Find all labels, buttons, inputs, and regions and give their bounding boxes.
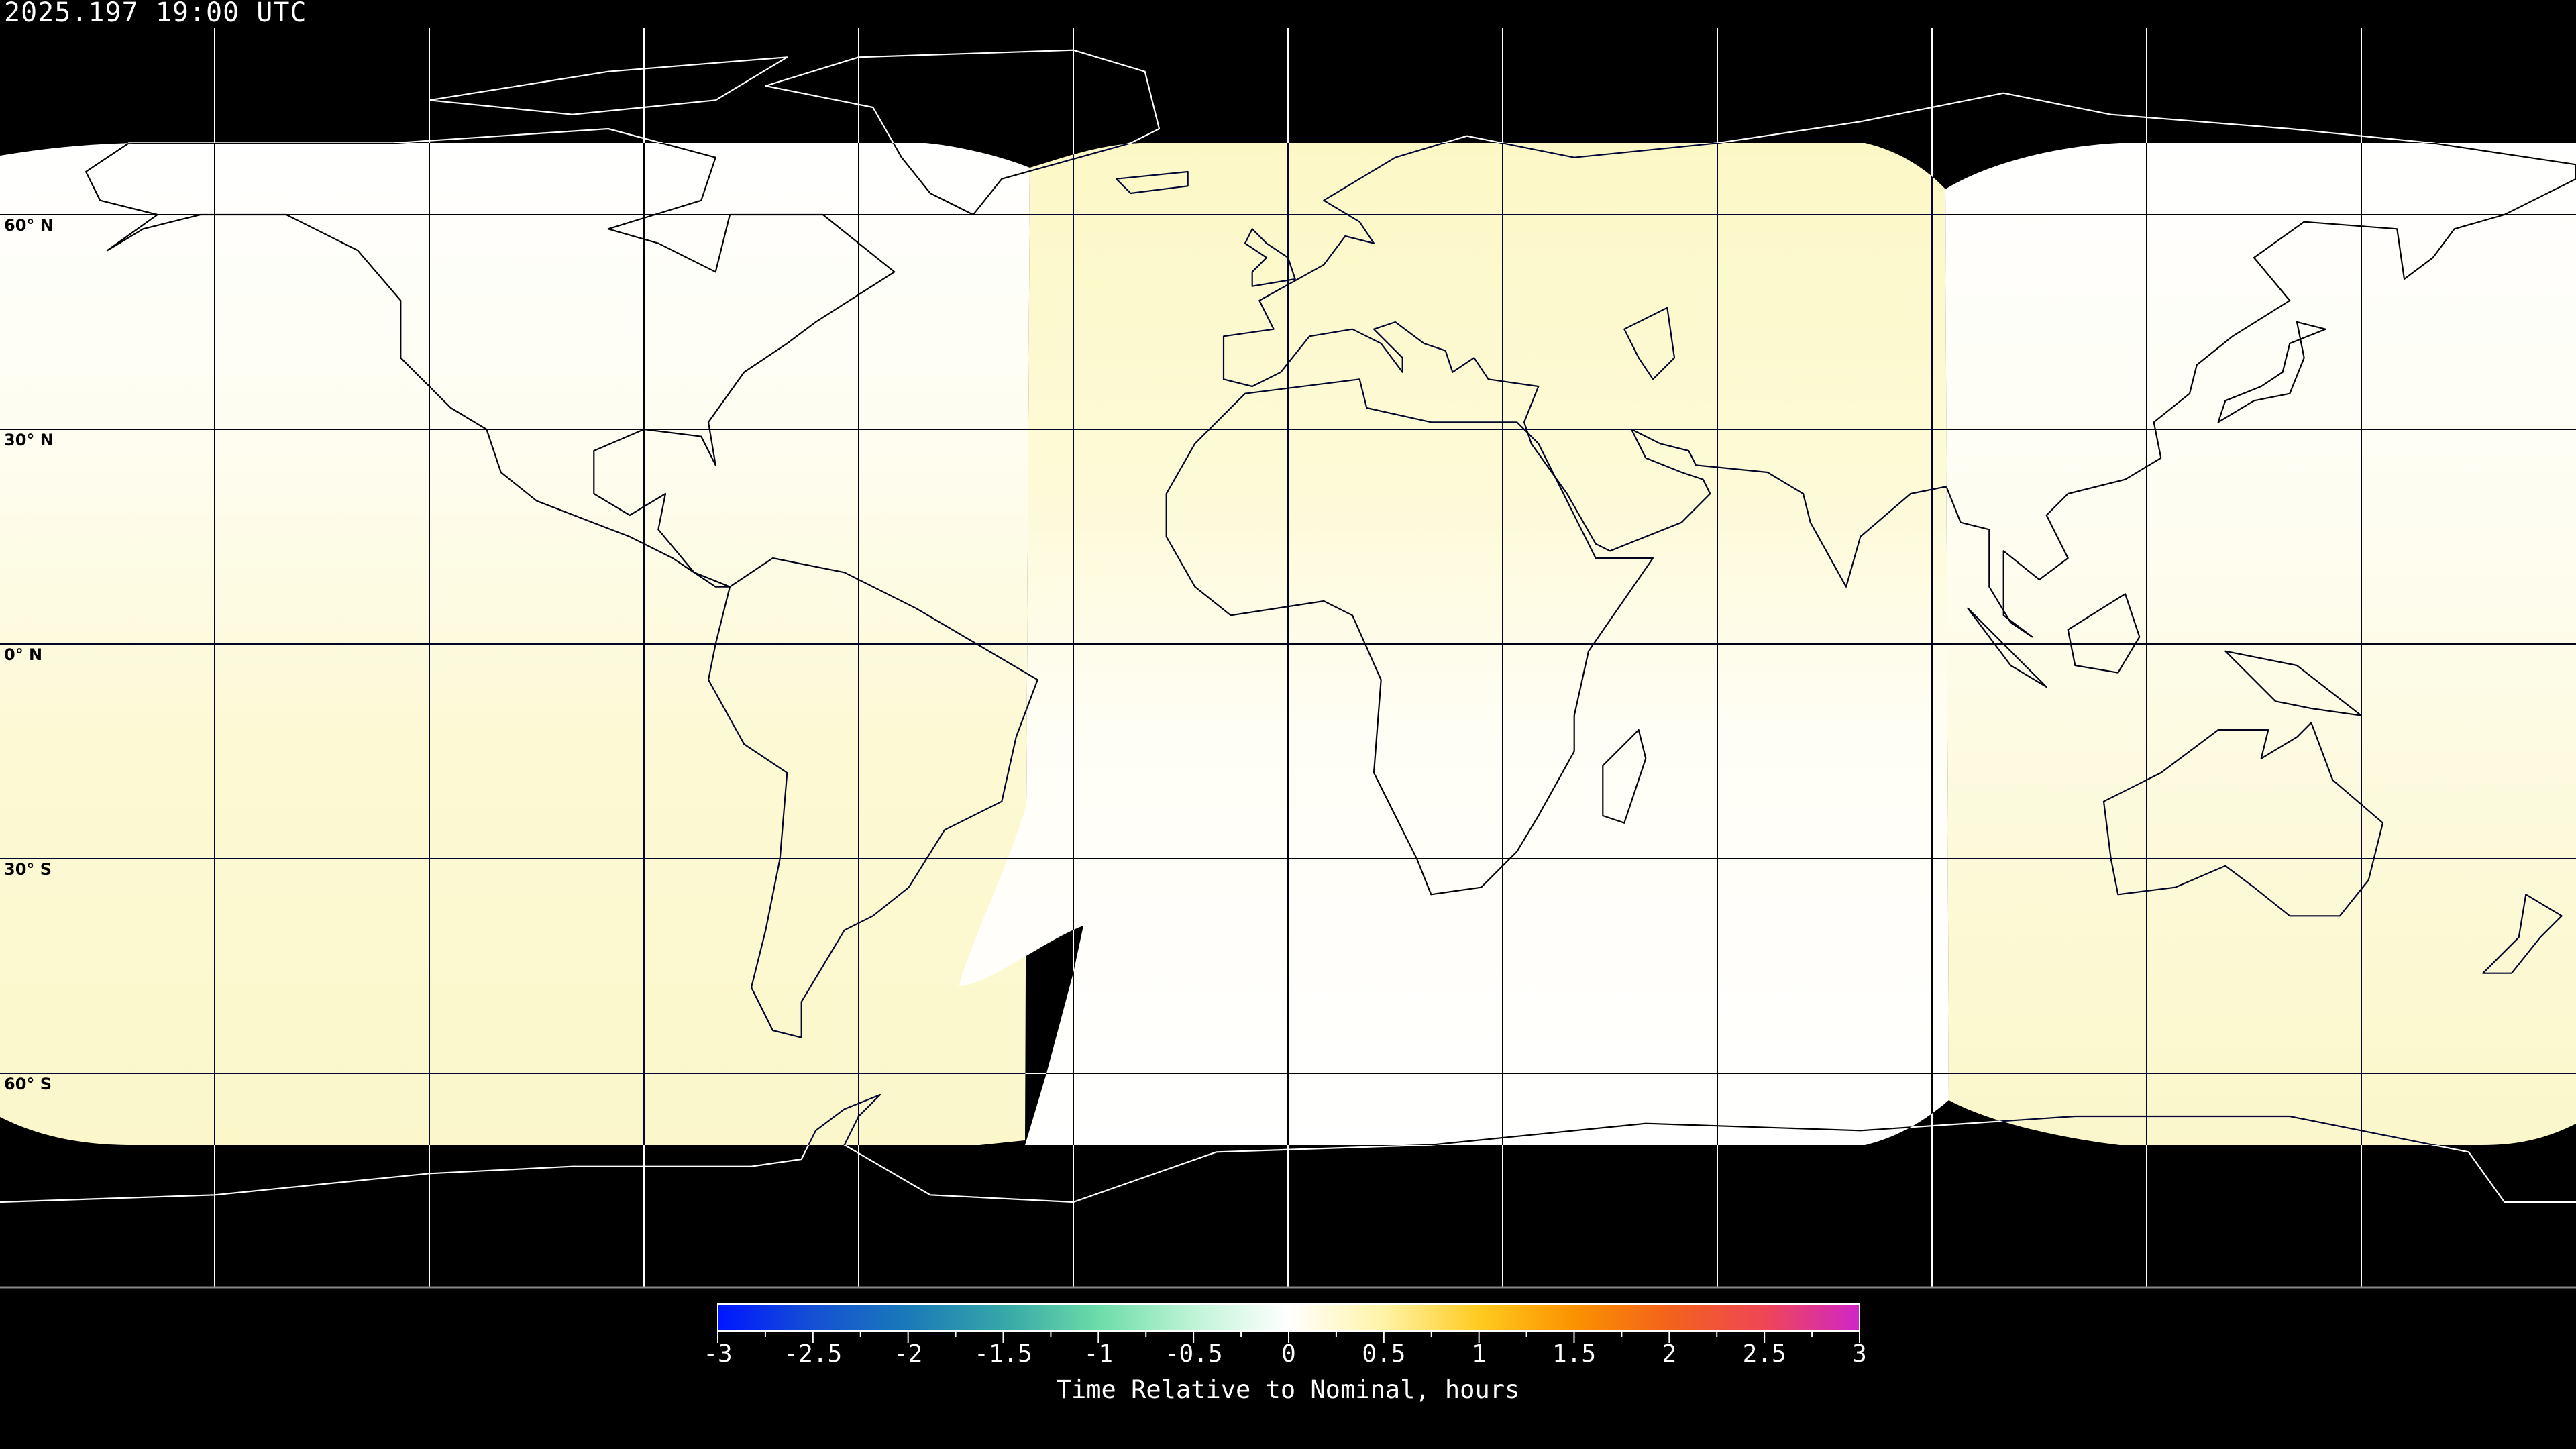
colorbar-tick-label: 2.5: [1742, 1340, 1786, 1368]
coastline-greenland: [765, 49, 1161, 216]
coastline-antarctica: [0, 1093, 2576, 1203]
coastline-australia: [2102, 722, 2384, 917]
coastline-japan: [2217, 321, 2326, 423]
lat-label-0n: 0° N: [4, 645, 43, 664]
timestamp: 2025.197 19:00 UTC: [4, 0, 307, 28]
graticule: [0, 28, 2576, 1287]
colorbar-tick-label: -1.5: [974, 1340, 1032, 1368]
colorbar-title: Time Relative to Nominal, hours: [1056, 1375, 1520, 1404]
colorbar-tick-label: 0.5: [1362, 1340, 1406, 1368]
colorbar-tick-label: 2: [1662, 1340, 1677, 1368]
colorbar-tick-label: 3: [1852, 1340, 1867, 1368]
lat-label-30s: 30° S: [4, 860, 52, 879]
coastline-iceland: [1115, 170, 1189, 195]
coastline-arctic-islands: [428, 56, 788, 115]
coastline-borneo: [2067, 593, 2141, 674]
colorbar-gradient: [717, 1303, 1860, 1332]
coastline-madagascar: [1602, 729, 1647, 824]
lat-label-30n: 30° N: [4, 431, 54, 449]
coastline-south-america: [707, 557, 1038, 1038]
coastline-new-guinea: [2224, 650, 2363, 716]
coastline-north-america: [85, 127, 896, 588]
lat-label-60s: 60° S: [4, 1075, 52, 1093]
colorbar-tick-label: 1: [1471, 1340, 1487, 1368]
coastline-africa: [1165, 378, 1654, 896]
colorbar-tick-label: -3: [703, 1340, 733, 1368]
coastline-sumatra: [1967, 607, 2047, 688]
colorbar-tick-label: -2.5: [784, 1340, 843, 1368]
coastlines: [0, 49, 2576, 1203]
colorbar-tick-label: -1: [1083, 1340, 1114, 1368]
colorbar: [717, 1303, 1860, 1343]
colorbar-tick-label: 0: [1281, 1340, 1296, 1368]
colorbar-tick-label: -0.5: [1164, 1340, 1223, 1368]
coastline-new-zealand: [2482, 894, 2563, 974]
coastline-great-britain: [1244, 228, 1296, 287]
colorbar-tick-label: 1.5: [1552, 1340, 1597, 1368]
lat-label-60n: 60° N: [4, 216, 54, 235]
colorbar-tick-label: -2: [893, 1340, 923, 1368]
coastline-caspian-sea: [1623, 307, 1676, 380]
coastline-eurasia: [1222, 92, 2576, 638]
